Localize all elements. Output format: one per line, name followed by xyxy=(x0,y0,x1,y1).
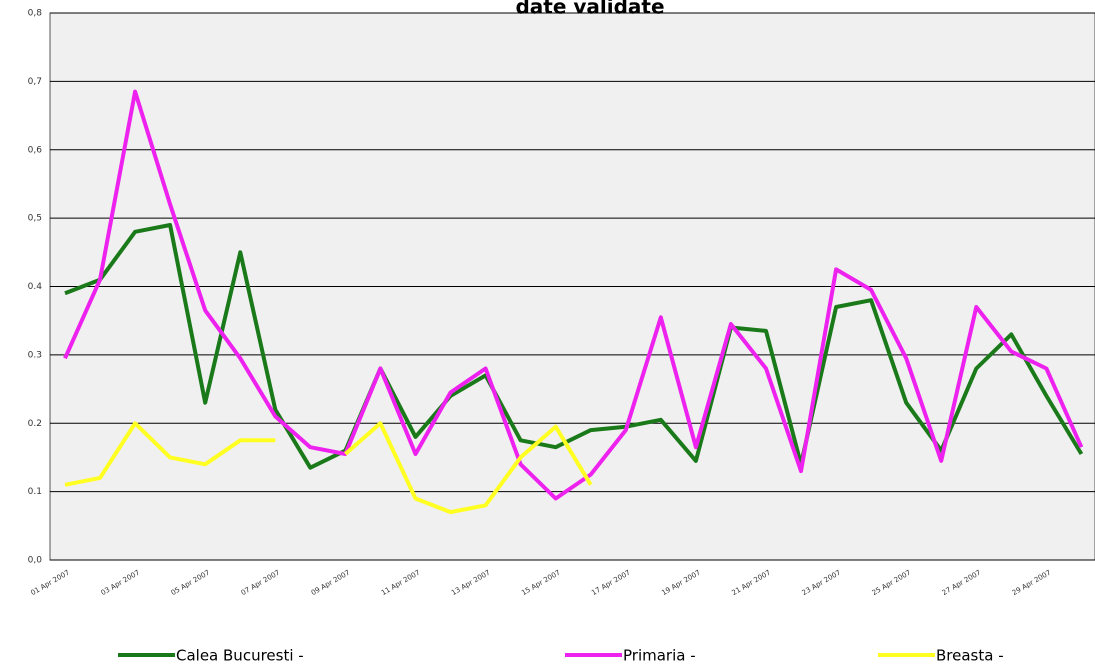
x-tick-label: 27 Apr 2007 xyxy=(941,569,982,598)
legend-label: Primaria - xyxy=(623,647,696,665)
x-tick-label: 17 Apr 2007 xyxy=(590,569,631,598)
y-tick-label: 0,0 xyxy=(28,556,43,566)
x-tick-label: 19 Apr 2007 xyxy=(660,569,701,598)
x-tick-label: 23 Apr 2007 xyxy=(801,569,842,598)
y-tick-label: 0.3 xyxy=(28,350,42,360)
x-tick-label: 15 Apr 2007 xyxy=(520,569,561,598)
x-tick-label: 05 Apr 2007 xyxy=(170,569,211,598)
series-line xyxy=(64,223,1084,470)
chart-title: date validate xyxy=(515,0,664,19)
y-tick-label: 0.1 xyxy=(28,487,42,497)
legend-label: Calea Bucuresti - xyxy=(176,647,304,665)
x-tick-label: 21 Apr 2007 xyxy=(731,569,772,598)
x-tick-label: 07 Apr 2007 xyxy=(240,569,281,598)
series-line xyxy=(63,89,1084,501)
legend-label: Breasta - xyxy=(936,647,1004,665)
y-tick-label: 0,5 xyxy=(28,214,42,224)
y-tick-label: 0,8 xyxy=(28,9,43,19)
x-tick-label: 03 Apr 2007 xyxy=(100,569,141,598)
x-tick-label: 11 Apr 2007 xyxy=(380,569,421,598)
x-tick-label: 09 Apr 2007 xyxy=(310,569,351,598)
x-tick-label: 13 Apr 2007 xyxy=(450,569,491,598)
y-tick-label: 0.2 xyxy=(28,419,42,429)
series-line xyxy=(64,421,593,515)
x-tick-label: 25 Apr 2007 xyxy=(871,569,912,598)
x-tick-label: 29 Apr 2007 xyxy=(1011,569,1052,598)
y-tick-label: 0,6 xyxy=(28,145,43,155)
x-tick-label: 01 Apr 2007 xyxy=(30,569,71,598)
y-tick-label: 0,7 xyxy=(28,77,42,87)
y-tick-label: 0.4 xyxy=(28,282,43,292)
